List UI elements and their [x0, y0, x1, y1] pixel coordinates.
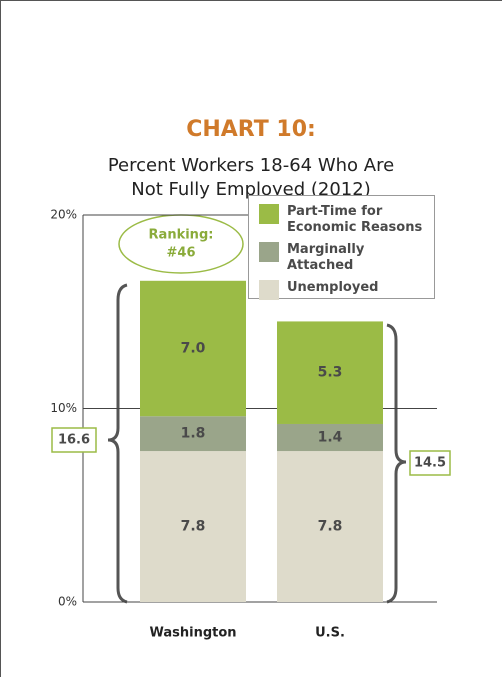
- value-label: 7.8: [318, 519, 343, 535]
- total-label: 16.6: [58, 433, 90, 448]
- annotation: #46: [167, 246, 196, 261]
- chart-subtitle: Not Fully Employed (2012): [131, 179, 370, 200]
- chart-subtitle: Percent Workers 18-64 Who Are: [108, 155, 394, 176]
- legend-swatch: [259, 280, 279, 300]
- legend-item: Marginally Attached: [259, 242, 428, 274]
- legend-swatch: [259, 242, 279, 262]
- legend: Part-Time for Economic Reasons Marginally…: [248, 195, 435, 300]
- brace: [107, 283, 128, 604]
- legend-label: Marginally Attached: [287, 242, 365, 273]
- ranking-ellipse: [118, 214, 244, 274]
- total-label: 14.5: [414, 456, 446, 471]
- legend-item: Part-Time for Economic Reasons: [259, 204, 428, 236]
- value-label: 5.3: [318, 365, 343, 381]
- bar-segment: [140, 280, 246, 417]
- brace: [386, 323, 407, 604]
- value-label: 1.8: [181, 426, 206, 442]
- legend-label: Unemployed: [287, 280, 379, 295]
- bar-segment: [140, 416, 246, 452]
- total-box: [51, 427, 97, 453]
- legend-swatch: [259, 204, 279, 224]
- y-tick-label: 10%: [50, 401, 77, 415]
- x-tick-label: U.S.: [315, 626, 345, 641]
- y-tick-label: 0%: [58, 595, 77, 609]
- legend-item: Unemployed: [259, 280, 428, 300]
- y-tick-label: 20%: [50, 208, 77, 222]
- value-label: 7.8: [181, 519, 206, 535]
- value-label: 1.4: [318, 430, 343, 446]
- chart-title: CHART 10:: [186, 117, 316, 142]
- x-tick-label: Washington: [149, 626, 236, 641]
- total-box: [409, 450, 451, 476]
- bar-segment: [277, 451, 383, 602]
- legend-label: Part-Time for Economic Reasons: [287, 204, 423, 235]
- bar-segment: [277, 423, 383, 452]
- annotation: Ranking:: [149, 228, 214, 243]
- bar-segment: [277, 321, 383, 424]
- value-label: 7.0: [181, 341, 206, 357]
- bar-segment: [140, 451, 246, 602]
